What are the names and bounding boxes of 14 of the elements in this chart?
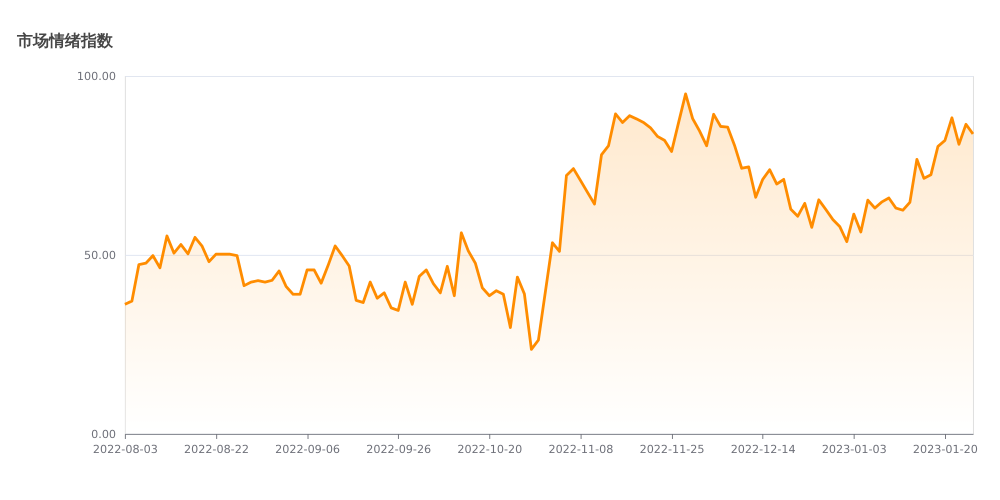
x-tick-label: 2022-11-08: [548, 442, 614, 456]
y-tick-label: 50.00: [84, 249, 116, 262]
x-tick-label: 2022-08-22: [184, 442, 249, 456]
y-tick-label: 0.00: [91, 428, 116, 442]
x-tick-label: 2022-11-25: [640, 442, 705, 456]
x-tick-label: 2022-12-14: [730, 442, 796, 456]
x-tick-label: 2022-09-06: [275, 442, 340, 456]
x-tick-label: 2022-08-03: [92, 442, 158, 456]
x-tick-label: 2023-01-20: [912, 442, 978, 456]
x-tick-label: 2022-09-26: [366, 442, 432, 456]
y-tick-label: 100.00: [76, 70, 116, 84]
x-tick-label: 2022-10-20: [457, 442, 522, 456]
chart-title: 市场情绪指数: [16, 31, 114, 50]
x-tick-label: 2023-01-03: [822, 442, 887, 456]
